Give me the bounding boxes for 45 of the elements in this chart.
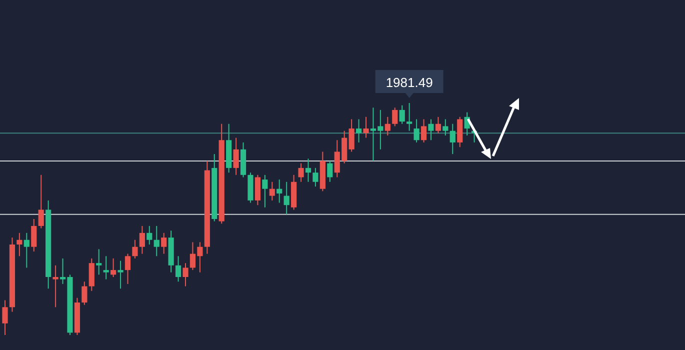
candlestick — [161, 232, 167, 254]
candlestick — [31, 218, 37, 252]
candlestick — [182, 262, 188, 287]
candlestick — [262, 174, 268, 208]
candlestick — [2, 300, 8, 336]
candlestick — [348, 118, 354, 152]
candlestick — [132, 239, 138, 259]
candlestick — [457, 116, 463, 148]
candlestick — [118, 260, 124, 290]
candlestick — [38, 174, 44, 229]
candlestick — [154, 225, 160, 257]
candlestick — [124, 253, 131, 284]
candlestick — [384, 116, 390, 136]
candlestick — [442, 118, 448, 136]
candlestick — [284, 181, 290, 215]
candlestick — [298, 162, 304, 182]
candlestick — [435, 116, 441, 134]
candlestick — [16, 232, 22, 257]
candlestick — [356, 118, 362, 143]
candlestick — [428, 118, 434, 141]
candlestick — [175, 256, 182, 282]
candlestick — [276, 179, 282, 204]
candlestick — [363, 116, 369, 138]
candlestick — [110, 258, 116, 278]
candlestick — [88, 258, 94, 292]
candlestick — [406, 102, 412, 132]
candlestick — [146, 225, 152, 246]
candlestick — [254, 174, 260, 206]
text: 1981.49 — [386, 75, 433, 90]
candlestick — [312, 167, 318, 188]
candlestick — [399, 104, 405, 124]
candlestick — [305, 158, 312, 182]
candlestick — [103, 256, 109, 280]
candlestick — [96, 248, 102, 276]
candlestick — [24, 232, 30, 268]
candlestick — [392, 107, 398, 127]
candlestick — [82, 281, 88, 306]
candlestick — [233, 137, 239, 176]
candlestick — [52, 264, 58, 308]
candlestick — [414, 118, 420, 143]
candlestick — [327, 160, 333, 182]
candlestick — [269, 181, 275, 201]
candlestick — [420, 118, 427, 143]
candlestick — [450, 123, 456, 155]
candlestick — [139, 225, 145, 254]
